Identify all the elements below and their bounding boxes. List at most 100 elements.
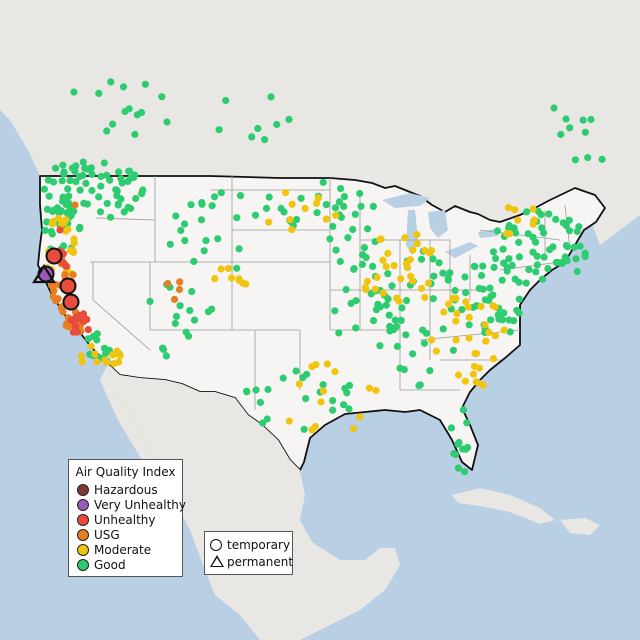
station-marker xyxy=(432,347,440,355)
station-marker xyxy=(127,204,135,212)
station-marker xyxy=(124,177,132,185)
station-marker xyxy=(332,246,340,254)
station-marker xyxy=(495,315,503,323)
station-marker xyxy=(515,253,524,261)
station-marker xyxy=(319,178,327,186)
station-marker xyxy=(524,230,532,238)
station-marker xyxy=(471,350,479,358)
station-marker xyxy=(409,350,417,358)
station-marker xyxy=(430,272,438,280)
station-marker xyxy=(299,374,307,382)
station-marker xyxy=(252,386,260,394)
station-marker xyxy=(233,214,241,222)
station-marker xyxy=(454,440,462,448)
station-marker xyxy=(319,387,327,395)
station-marker xyxy=(489,302,497,310)
station-marker xyxy=(511,275,519,283)
station-marker xyxy=(486,284,494,292)
station-marker xyxy=(493,227,502,235)
station-marker xyxy=(59,197,67,205)
station-marker xyxy=(505,316,513,324)
station-marker xyxy=(214,235,222,243)
station-marker xyxy=(120,208,128,216)
lake-superior xyxy=(382,193,430,208)
station-marker xyxy=(256,398,264,406)
station-marker xyxy=(545,210,553,218)
station-marker xyxy=(71,317,79,325)
station-marker xyxy=(57,304,65,312)
station-marker xyxy=(345,381,354,389)
station-marker xyxy=(461,377,469,385)
station-marker xyxy=(349,225,357,234)
station-marker xyxy=(540,253,548,261)
station-marker xyxy=(215,126,223,134)
station-marker xyxy=(462,289,470,297)
station-marker xyxy=(285,417,293,425)
station-marker xyxy=(88,170,96,178)
station-marker xyxy=(300,425,308,433)
station-marker xyxy=(100,344,109,352)
station-marker xyxy=(263,415,271,423)
station-marker xyxy=(382,301,390,309)
station-marker xyxy=(84,326,92,334)
station-marker xyxy=(121,107,129,116)
station-marker xyxy=(356,189,364,198)
station-marker xyxy=(329,222,337,231)
station-marker xyxy=(106,176,114,184)
station-marker xyxy=(470,262,478,270)
station-marker xyxy=(262,204,271,212)
legend-item-good: Good xyxy=(77,558,126,572)
station-marker xyxy=(373,273,381,281)
station-marker xyxy=(427,247,436,255)
cuba xyxy=(452,488,555,524)
station-marker xyxy=(89,332,98,340)
station-marker xyxy=(576,242,584,250)
station-marker xyxy=(41,226,49,234)
station-marker xyxy=(322,215,330,223)
station-marker xyxy=(435,259,443,267)
station-marker xyxy=(159,345,168,354)
station-marker xyxy=(279,374,287,382)
station-marker xyxy=(164,280,172,288)
station-marker xyxy=(415,382,423,390)
station-marker xyxy=(413,231,421,239)
station-marker xyxy=(141,80,149,88)
station-marker xyxy=(581,249,589,257)
station-marker xyxy=(492,254,500,263)
station-marker xyxy=(465,334,473,342)
station-marker xyxy=(581,128,590,136)
station-marker xyxy=(439,269,447,277)
station-marker xyxy=(48,207,57,216)
station-marker xyxy=(485,296,493,304)
station-marker xyxy=(76,186,84,194)
station-marker xyxy=(265,193,273,201)
station-marker xyxy=(82,179,90,187)
station-marker xyxy=(424,279,432,287)
station-marker xyxy=(210,193,219,201)
legend-item-permanent: permanent xyxy=(210,555,293,569)
station-marker xyxy=(132,194,140,203)
station-marker xyxy=(514,216,522,224)
station-marker xyxy=(261,136,269,144)
station-marker xyxy=(379,256,387,264)
temporary-monitor-marker xyxy=(45,247,63,265)
station-marker xyxy=(80,317,88,326)
station-marker xyxy=(506,328,514,336)
station-marker xyxy=(198,199,206,207)
monitor-type-legend: temporary permanent xyxy=(204,531,293,575)
station-marker xyxy=(398,304,406,312)
station-marker xyxy=(377,235,385,243)
station-marker xyxy=(449,346,457,354)
station-marker xyxy=(116,352,124,360)
station-marker xyxy=(356,413,364,421)
station-marker xyxy=(584,154,592,162)
station-marker xyxy=(361,283,369,291)
station-marker xyxy=(49,293,57,301)
station-marker xyxy=(499,245,507,253)
station-marker xyxy=(78,358,86,366)
station-marker xyxy=(573,267,581,276)
station-marker xyxy=(538,275,547,283)
station-marker xyxy=(95,89,103,97)
station-marker xyxy=(72,162,80,170)
station-marker xyxy=(204,308,212,316)
